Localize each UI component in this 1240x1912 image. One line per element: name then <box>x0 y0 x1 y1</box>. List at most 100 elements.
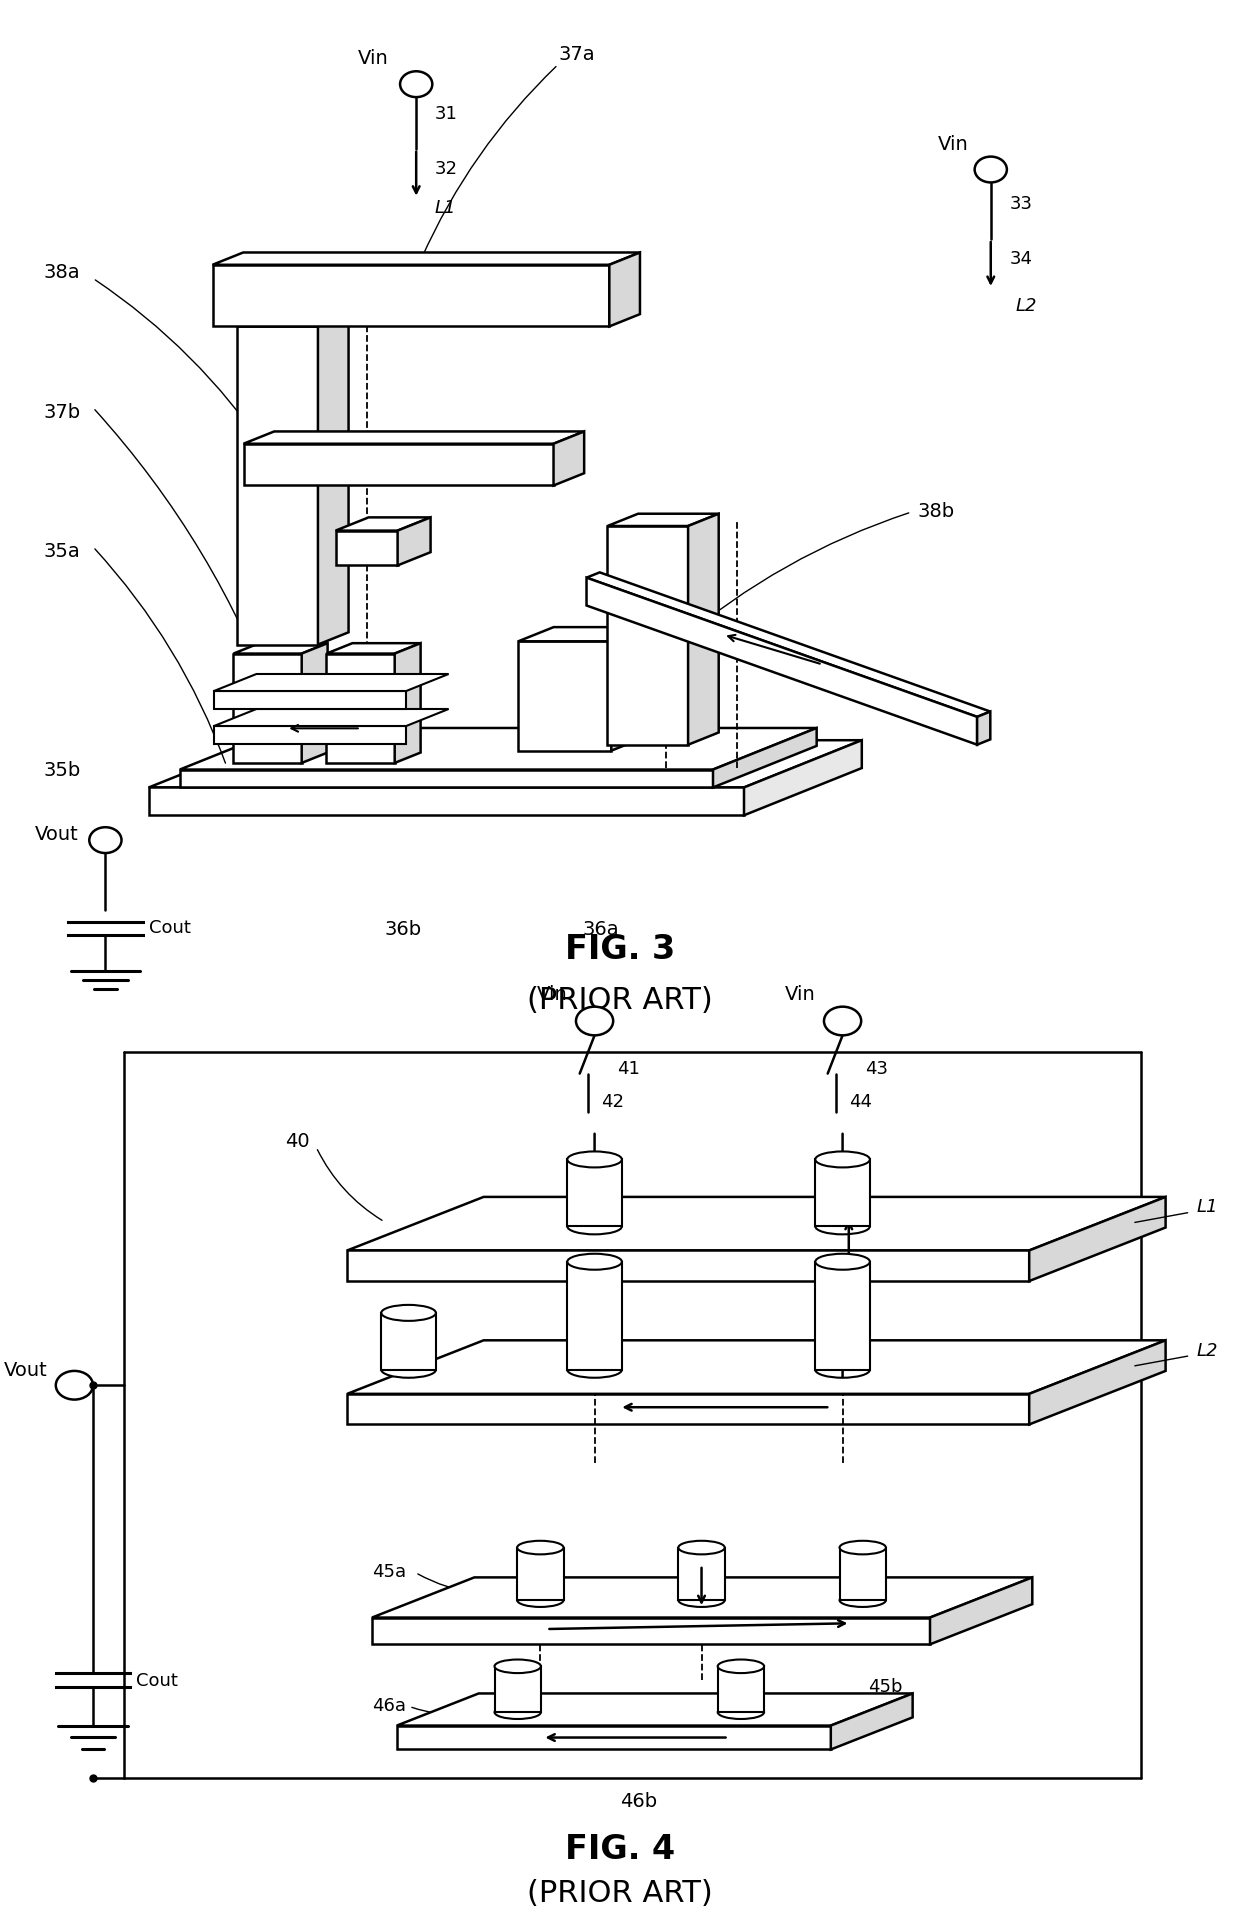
Polygon shape <box>215 709 449 727</box>
Polygon shape <box>215 727 407 744</box>
Polygon shape <box>518 641 611 751</box>
Ellipse shape <box>839 1541 885 1554</box>
Polygon shape <box>1029 1197 1166 1281</box>
Polygon shape <box>718 1665 764 1713</box>
Polygon shape <box>347 1340 1166 1394</box>
Polygon shape <box>608 514 719 526</box>
Text: Vin: Vin <box>537 985 568 1004</box>
Polygon shape <box>347 1250 1029 1281</box>
Polygon shape <box>398 518 430 566</box>
Text: 31: 31 <box>435 105 458 122</box>
Polygon shape <box>839 1547 885 1600</box>
Polygon shape <box>372 1618 930 1644</box>
Ellipse shape <box>839 1593 885 1606</box>
Polygon shape <box>568 1159 622 1226</box>
Ellipse shape <box>568 1218 622 1235</box>
Text: 32: 32 <box>435 161 458 178</box>
Polygon shape <box>237 314 348 327</box>
Text: Cout: Cout <box>136 1671 179 1690</box>
Text: Vout: Vout <box>35 826 78 843</box>
Text: 36a: 36a <box>583 920 620 939</box>
Ellipse shape <box>381 1304 436 1321</box>
Polygon shape <box>394 642 420 763</box>
Polygon shape <box>233 654 301 763</box>
Text: 36b: 36b <box>384 920 422 939</box>
Polygon shape <box>326 654 394 763</box>
Ellipse shape <box>718 1660 764 1673</box>
Text: L2: L2 <box>1016 296 1037 315</box>
Text: (PRIOR ART): (PRIOR ART) <box>527 1879 713 1908</box>
Polygon shape <box>495 1665 541 1713</box>
Polygon shape <box>611 627 647 751</box>
Polygon shape <box>517 1547 563 1600</box>
Text: 40: 40 <box>285 1132 310 1151</box>
Circle shape <box>975 157 1007 182</box>
Ellipse shape <box>495 1706 541 1719</box>
Ellipse shape <box>718 1706 764 1719</box>
Polygon shape <box>326 642 420 654</box>
Ellipse shape <box>568 1361 622 1379</box>
Ellipse shape <box>495 1660 541 1673</box>
Polygon shape <box>397 1694 913 1725</box>
Ellipse shape <box>816 1218 870 1235</box>
Ellipse shape <box>816 1151 870 1168</box>
Text: 45b: 45b <box>868 1679 903 1696</box>
Polygon shape <box>212 264 609 327</box>
Text: 46a: 46a <box>372 1698 405 1715</box>
Ellipse shape <box>678 1541 724 1554</box>
Text: L1: L1 <box>1197 1199 1218 1216</box>
Polygon shape <box>317 314 348 644</box>
Text: 46c: 46c <box>719 1702 751 1721</box>
Polygon shape <box>301 642 327 763</box>
Polygon shape <box>553 432 584 486</box>
Text: 38b: 38b <box>918 503 955 520</box>
Polygon shape <box>215 690 407 709</box>
Text: Cout: Cout <box>149 918 191 937</box>
Text: 37a: 37a <box>558 44 595 63</box>
Text: 42: 42 <box>600 1094 624 1111</box>
Polygon shape <box>336 518 430 532</box>
Polygon shape <box>587 572 991 717</box>
Polygon shape <box>713 728 817 788</box>
Polygon shape <box>336 532 398 566</box>
Polygon shape <box>149 740 862 788</box>
Text: (PRIOR ART): (PRIOR ART) <box>527 987 713 1015</box>
Text: Vin: Vin <box>937 134 968 153</box>
Text: L2: L2 <box>1197 1342 1218 1359</box>
Text: 41: 41 <box>618 1059 640 1078</box>
Polygon shape <box>816 1262 870 1369</box>
Text: Vin: Vin <box>785 985 816 1004</box>
Text: 34: 34 <box>1009 250 1033 268</box>
Text: 38a: 38a <box>43 264 81 283</box>
Polygon shape <box>180 728 817 769</box>
Text: 45c: 45c <box>893 1612 926 1629</box>
Polygon shape <box>243 432 584 444</box>
Text: L1: L1 <box>435 199 456 218</box>
Polygon shape <box>149 788 744 815</box>
Ellipse shape <box>678 1593 724 1606</box>
Text: FIG. 4: FIG. 4 <box>565 1834 675 1866</box>
Polygon shape <box>397 1725 831 1749</box>
Text: FIG. 3: FIG. 3 <box>565 933 675 966</box>
Text: 33: 33 <box>1009 195 1033 214</box>
Circle shape <box>401 71 433 98</box>
Polygon shape <box>688 514 719 746</box>
Text: Vout: Vout <box>4 1361 47 1380</box>
Ellipse shape <box>381 1361 436 1379</box>
Text: 43: 43 <box>866 1059 888 1078</box>
Text: 45a: 45a <box>372 1564 407 1581</box>
Text: 37b: 37b <box>43 403 81 421</box>
Polygon shape <box>1029 1340 1166 1424</box>
Polygon shape <box>233 642 327 654</box>
Circle shape <box>89 828 122 853</box>
Text: 35a: 35a <box>43 541 81 560</box>
Polygon shape <box>977 711 991 744</box>
Text: 44: 44 <box>848 1094 872 1111</box>
Circle shape <box>56 1371 93 1400</box>
Polygon shape <box>608 526 688 746</box>
Polygon shape <box>744 740 862 815</box>
Text: Vin: Vin <box>358 50 389 69</box>
Circle shape <box>575 1006 614 1036</box>
Ellipse shape <box>568 1151 622 1168</box>
Polygon shape <box>568 1262 622 1369</box>
